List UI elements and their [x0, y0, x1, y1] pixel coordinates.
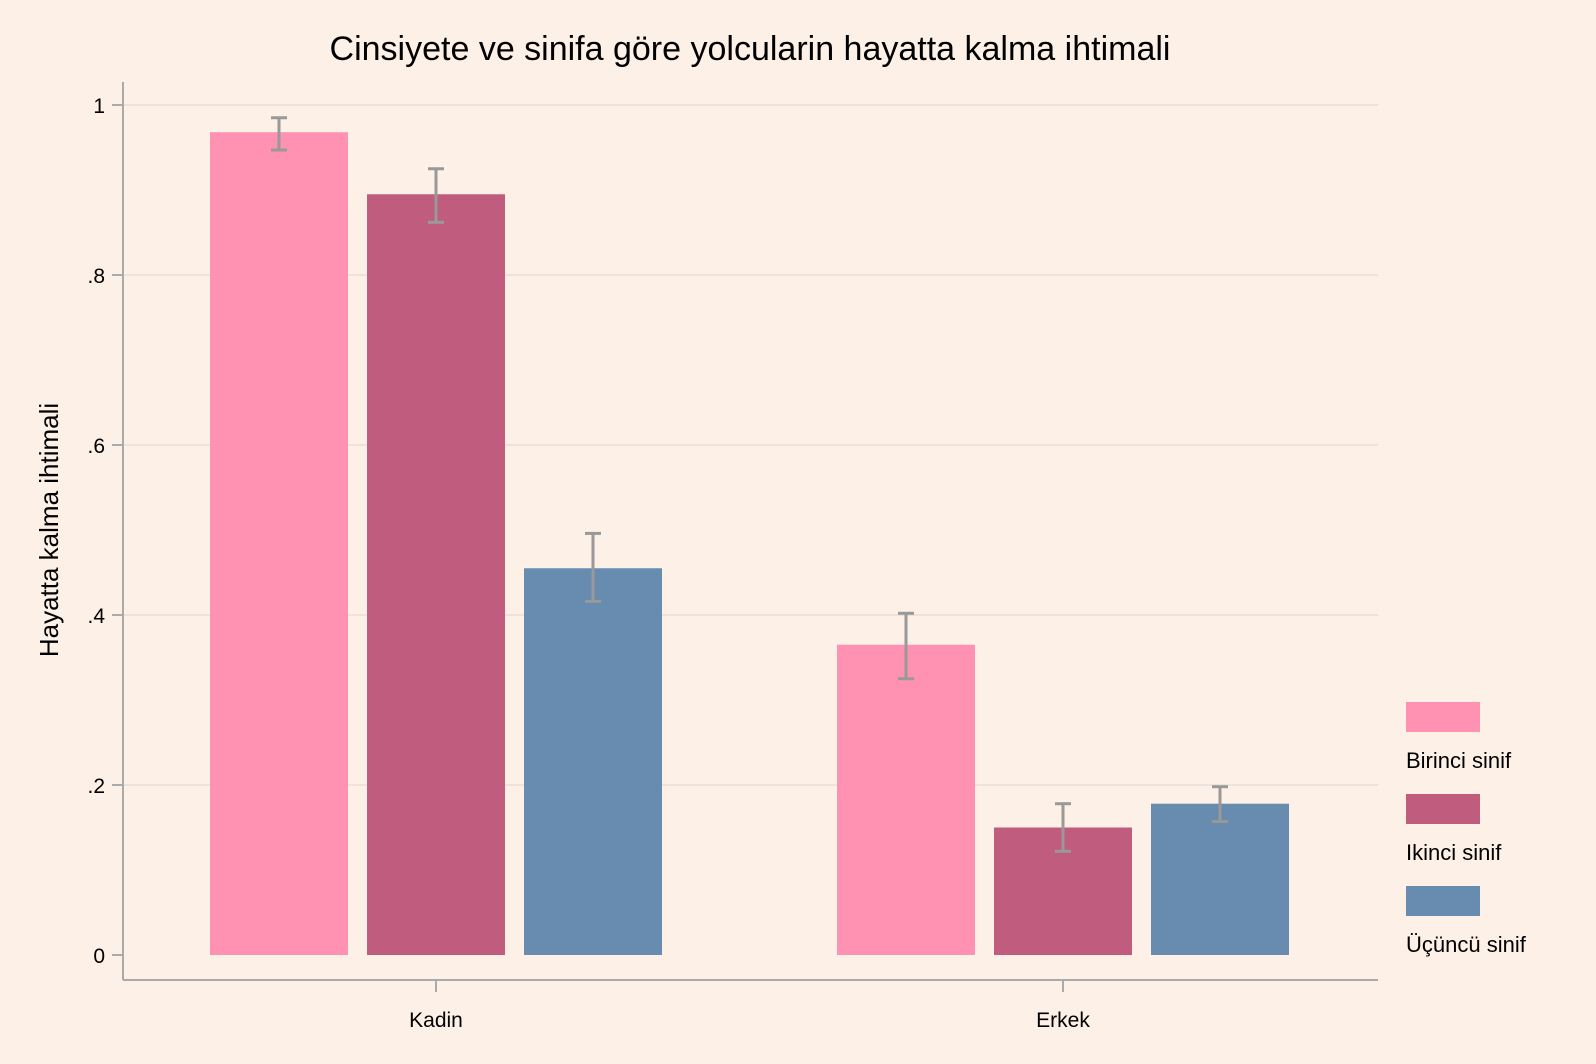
legend-swatch — [1406, 702, 1480, 732]
bar — [837, 644, 975, 955]
bar — [524, 568, 662, 955]
bar — [210, 132, 348, 955]
x-tick-label: Kadin — [409, 1009, 463, 1032]
error-bars — [271, 116, 1228, 853]
bar — [1151, 803, 1289, 955]
legend-swatch — [1406, 794, 1480, 824]
bars — [210, 132, 1289, 955]
chart-title: Cinsiyete ve sinifa göre yolcularin haya… — [330, 30, 1171, 68]
y-tick-label: .6 — [87, 435, 105, 458]
legend-swatch — [1406, 886, 1480, 916]
y-tick-label: .4 — [87, 605, 105, 628]
bar — [367, 194, 505, 955]
axes: 0 .2 .4 .6 .8 1 Kadin Erkek — [87, 82, 1378, 1032]
legend-label: Üçüncü sinif — [1406, 932, 1527, 957]
y-axis-label: Hayatta kalma ihtimali — [34, 403, 64, 657]
legend-label: Birinci sinif — [1406, 748, 1512, 773]
y-tick-label: 0 — [93, 945, 105, 968]
legend: Birinci sinif Ikinci sinif Üçüncü sinif — [1406, 702, 1527, 957]
y-tick-label: 1 — [93, 95, 105, 118]
legend-label: Ikinci sinif — [1406, 840, 1502, 865]
y-tick-label: .8 — [87, 265, 105, 288]
y-tick-label: .2 — [87, 775, 105, 798]
x-tick-label: Erkek — [1036, 1009, 1090, 1032]
